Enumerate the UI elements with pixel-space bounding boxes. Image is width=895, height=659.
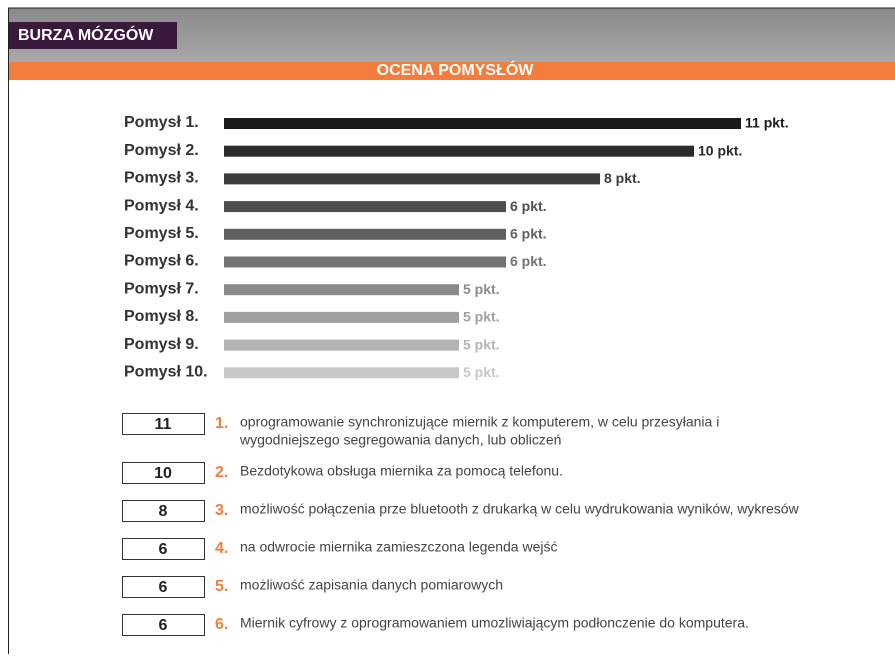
value-label: 5 pkt.: [463, 336, 500, 352]
idea-number: 1.: [215, 415, 228, 432]
score-box: [122, 576, 205, 598]
bar: [224, 118, 741, 129]
idea-text: wygodniejszego segregowania danych, lub …: [239, 432, 561, 448]
title-box: [9, 22, 177, 49]
category-label: Pomysł 5.: [124, 225, 199, 242]
value-label: 6 pkt.: [510, 226, 547, 242]
category-label: Pomysł 9.: [124, 336, 199, 353]
category-label: Pomysł 10.: [124, 364, 208, 381]
score-box: [122, 614, 205, 636]
score-box: [122, 538, 205, 560]
idea-text: możliwość połączenia prze bluetooth z dr…: [240, 501, 800, 517]
idea-number: 2.: [215, 464, 228, 481]
score: 8: [159, 503, 168, 520]
bar: [224, 339, 459, 351]
value-label: 11 pkt.: [745, 115, 789, 131]
category-label: Pomysł 4.: [124, 197, 199, 214]
value-label: 6 pkt.: [510, 198, 547, 214]
idea-text: Miernik cyfrowy z oprogramowaniem umozli…: [240, 615, 749, 631]
value-label: 5 pkt.: [463, 281, 500, 297]
bar: [224, 145, 694, 157]
score: 10: [154, 465, 172, 482]
score: 11: [155, 416, 172, 433]
idea-number: 6.: [215, 616, 228, 633]
bar: [224, 201, 506, 213]
value-label: 8 pkt.: [604, 170, 641, 186]
idea-text: oprogramowanie synchronizujące miernik z…: [240, 414, 719, 430]
idea-text: na odwrocie miernika zamieszczona legend…: [240, 539, 558, 555]
bar: [224, 256, 506, 268]
score-box: [122, 500, 205, 522]
category-label: Pomysł 7.: [124, 280, 199, 297]
section-title: OCENA POMYSŁÓW: [377, 60, 535, 79]
idea-text: możliwość zapisania danych pomiarowych: [240, 577, 503, 593]
category-label: Pomysł 3.: [124, 170, 199, 187]
idea-number: 3.: [215, 502, 228, 519]
bar: [224, 311, 459, 323]
score-box: [122, 462, 205, 484]
bar: [224, 173, 600, 185]
category-label: Pomysł 2.: [124, 142, 199, 159]
category-label: Pomysł 1.: [124, 114, 199, 131]
bar: [224, 367, 459, 379]
header-title: BURZA MÓZGÓW: [18, 25, 154, 44]
section-band: [9, 62, 895, 80]
value-label: 5 pkt.: [463, 364, 500, 380]
value-label: 10 pkt.: [698, 142, 742, 158]
score: 6: [159, 617, 168, 634]
score: 6: [159, 541, 168, 558]
idea-number: 5.: [215, 578, 228, 595]
category-label: Pomysł 8.: [124, 308, 199, 325]
category-label: Pomysł 6.: [124, 253, 199, 270]
bar: [224, 284, 459, 296]
value-label: 6 pkt.: [510, 253, 547, 269]
value-label: 5 pkt.: [463, 309, 500, 325]
idea-number: 4.: [215, 540, 228, 557]
bar: [224, 228, 506, 240]
score-box: [122, 413, 205, 435]
score: 6: [159, 579, 168, 596]
idea-text: Bezdotykowa obsługa miernika za pomocą t…: [240, 463, 563, 479]
